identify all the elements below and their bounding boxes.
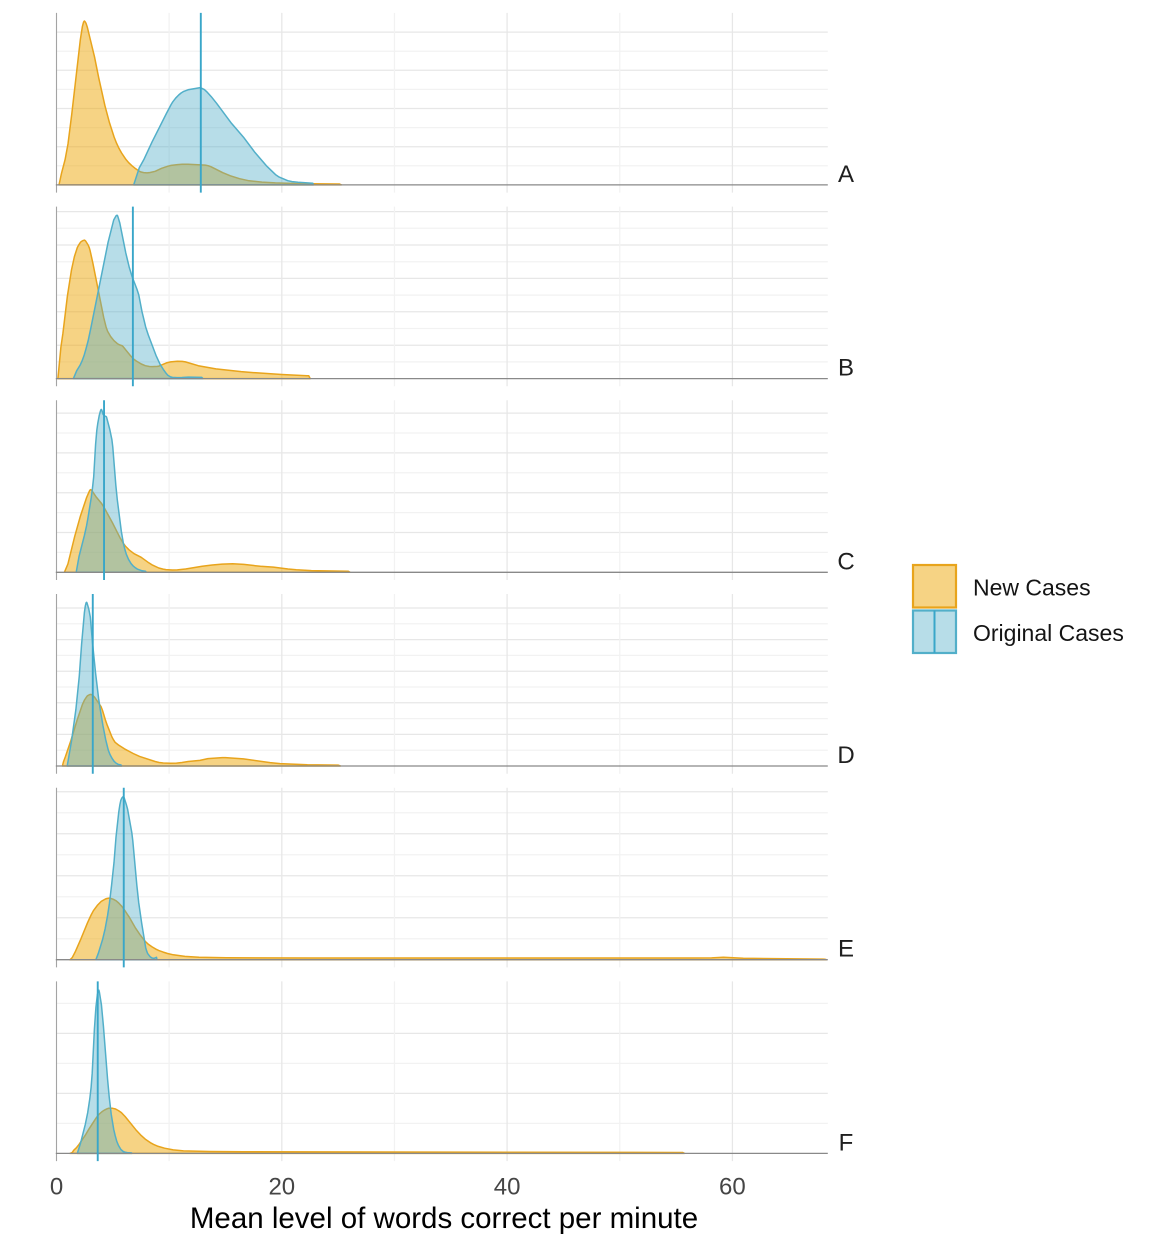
facet-panels: A B C D E F bbox=[55, 12, 855, 1162]
x-tick-label-20: 20 bbox=[268, 1173, 295, 1200]
facet-panel-d: D bbox=[55, 594, 855, 774]
facet-panel-b: B bbox=[55, 206, 854, 387]
x-tick-label-40: 40 bbox=[494, 1173, 521, 1200]
legend-label-original-cases: Original Cases bbox=[973, 620, 1124, 646]
density-new-cases-f bbox=[69, 1107, 686, 1155]
legend-label-new-cases: New Cases bbox=[973, 574, 1091, 600]
panel-grid-b bbox=[56, 206, 828, 387]
facet-panel-f: F bbox=[55, 981, 854, 1162]
x-tick-label-60: 60 bbox=[719, 1173, 746, 1200]
density-original-cases-b bbox=[72, 214, 204, 380]
facet-panel-c: C bbox=[55, 400, 855, 580]
facet-label-d: D bbox=[837, 742, 854, 769]
x-axis: 0 20 40 60 bbox=[50, 1173, 746, 1200]
facet-panel-e: E bbox=[55, 787, 854, 968]
panel-grid-d bbox=[56, 594, 828, 774]
panel-grid-e bbox=[56, 787, 828, 968]
x-axis-title: Mean level of words correct per minute bbox=[190, 1202, 698, 1235]
density-new-cases-d bbox=[61, 693, 342, 767]
legend: New Cases Original Cases bbox=[911, 563, 1124, 655]
facet-panel-a: A bbox=[55, 12, 854, 193]
density-new-cases-b bbox=[57, 239, 311, 380]
panel-grid-f bbox=[56, 981, 828, 1162]
density-original-cases-e bbox=[95, 795, 158, 961]
panel-grid-a bbox=[56, 12, 828, 193]
facet-label-b: B bbox=[838, 355, 854, 382]
density-new-cases-c bbox=[63, 488, 351, 574]
x-tick-label-0: 0 bbox=[50, 1173, 63, 1200]
density-original-cases-d bbox=[66, 601, 123, 767]
density-original-cases-a bbox=[132, 86, 315, 186]
panel-grid-c bbox=[56, 400, 828, 580]
density-new-cases-e bbox=[69, 897, 828, 961]
density-original-cases-f bbox=[76, 989, 133, 1155]
density-new-cases-a bbox=[58, 20, 343, 186]
facet-label-a: A bbox=[838, 161, 854, 188]
density-original-cases-c bbox=[75, 408, 148, 574]
facet-label-c: C bbox=[837, 548, 854, 575]
legend-key-new-cases bbox=[911, 563, 958, 609]
facet-label-e: E bbox=[838, 936, 854, 963]
facet-label-f: F bbox=[839, 1129, 854, 1156]
